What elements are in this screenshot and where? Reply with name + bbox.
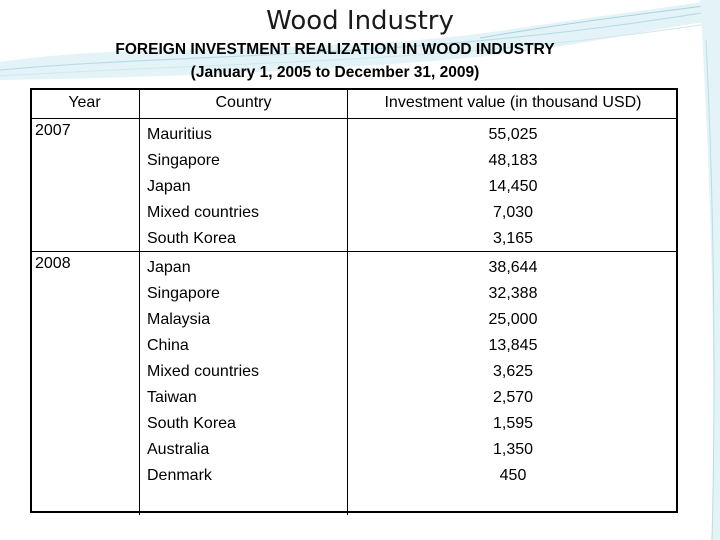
table-row-group: 2008 Japan Singapore Malaysia China Mixe…	[30, 251, 679, 516]
country-cell: Mauritius Singapore Japan Mixed countrie…	[139, 118, 348, 253]
investment-value: 14,450	[488, 177, 538, 195]
country-name: Mauritius	[147, 126, 212, 143]
country-name: Mixed countries	[147, 363, 260, 381]
country-name: Japan	[147, 259, 191, 277]
investment-value: 3,165	[492, 229, 534, 247]
country-name: South Korea	[147, 414, 236, 432]
investment-value: 1,350	[492, 440, 534, 458]
table-row-group: 2007 Mauritius Singapore Japan Mixed cou…	[30, 118, 678, 253]
investment-value: 32,388	[488, 285, 538, 303]
country-name: South Korea	[147, 229, 236, 247]
investment-value: 25,000	[488, 311, 538, 329]
header-year: Year	[30, 88, 140, 119]
country-name: Japan	[147, 177, 191, 195]
investment-value: 48,183	[488, 151, 538, 169]
header-investment-value: Investment value (in thousand USD)	[347, 88, 678, 119]
investment-value: 3,625	[492, 363, 534, 381]
country-name: Mixed countries	[147, 203, 260, 221]
investment-value: 450	[499, 466, 527, 484]
year-cell: 2008	[30, 251, 140, 516]
country-name: Singapore	[147, 151, 220, 169]
date-range-subtitle: (January 1, 2005 to December 31, 2009)	[190, 64, 480, 81]
header-country: Country	[139, 88, 348, 119]
value-cell: 38,644 32,388 25,000 13,845 3,625 2,570 …	[348, 252, 679, 516]
country-name: China	[147, 337, 189, 355]
investment-value: 38,644	[488, 259, 538, 277]
investment-value: 2,570	[492, 388, 534, 406]
value-cell: 55,025 48,183 14,450 7,030 3,165	[347, 118, 678, 253]
table-header-row: Year Country Investment value (in thousa…	[30, 88, 678, 119]
country-name: Taiwan	[147, 388, 197, 406]
year-cell: 2007	[30, 118, 140, 253]
investment-table: Year Country Investment value (in thousa…	[30, 88, 679, 516]
slide-title: Wood Industry	[266, 6, 454, 36]
table-subtitle: FOREIGN INVESTMENT REALIZATION IN WOOD I…	[115, 41, 555, 58]
country-cell: Japan Singapore Malaysia China Mixed cou…	[139, 251, 348, 516]
investment-value: 55,025	[488, 126, 538, 143]
investment-value: 1,595	[492, 414, 534, 432]
country-name: Australia	[147, 440, 210, 458]
investment-value: 13,845	[488, 337, 538, 355]
country-name: Denmark	[147, 466, 212, 484]
investment-value: 7,030	[492, 203, 534, 221]
country-name: Malaysia	[147, 311, 211, 329]
country-name: Singapore	[147, 285, 220, 303]
